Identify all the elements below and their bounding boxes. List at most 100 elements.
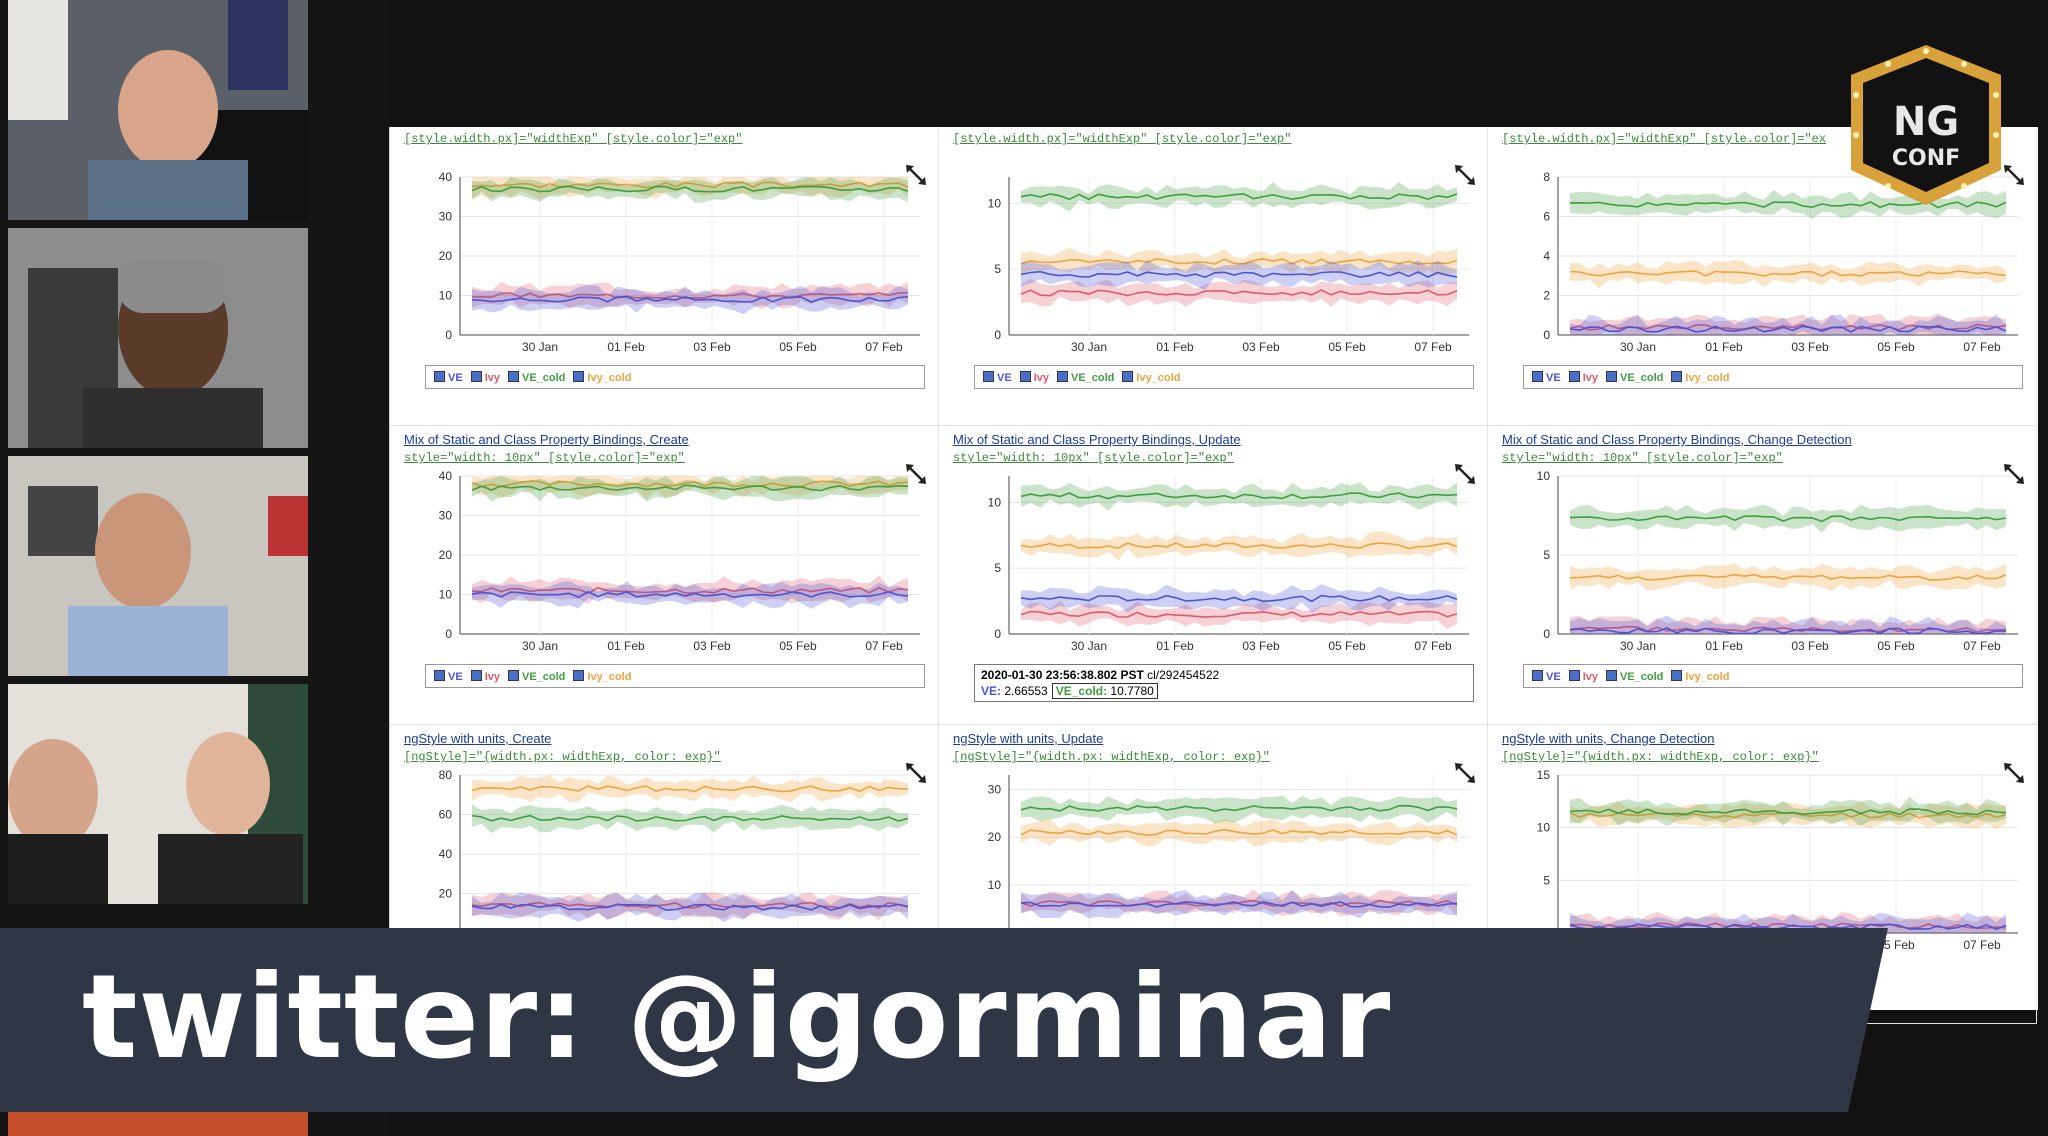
- legend-item-ivy_cold[interactable]: Ivy_cold: [1671, 371, 1729, 384]
- checkbox-icon[interactable]: [573, 670, 585, 681]
- expand-icon[interactable]: [1455, 165, 1475, 185]
- x-tick-label: 30 Jan: [1071, 340, 1107, 354]
- chart-code-link[interactable]: [style.width.px]="widthExp" [style.color…: [953, 132, 1292, 146]
- checkbox-icon[interactable]: [1671, 670, 1683, 681]
- chart-code-link[interactable]: [ngStyle]="{width.px: widthExp, color: e…: [953, 750, 1270, 764]
- chart-title-link[interactable]: Mix of Static and Class Property Binding…: [953, 432, 1241, 447]
- checkbox-icon[interactable]: [1671, 371, 1683, 382]
- x-tick-label: 01 Feb: [1156, 340, 1194, 354]
- y-tick-label: 30: [988, 782, 1002, 796]
- chart-code-link[interactable]: [ngStyle]="{width.px: widthExp, color: e…: [404, 750, 721, 764]
- expand-icon[interactable]: [906, 464, 926, 484]
- timeseries-chart: 0 10 20 30 40 30 Jan 01 Feb 03 Feb 05 Feb 07 Feb: [439, 464, 926, 653]
- participant-video-5-edge: [8, 1112, 308, 1136]
- checkbox-icon[interactable]: [434, 670, 445, 681]
- chart-title-link[interactable]: ngStyle with units, Create: [404, 731, 552, 746]
- chart-legend: VE Ivy VE_cold Ivy_cold: [425, 664, 925, 688]
- series-line-ivy_cold: [1020, 610, 1458, 618]
- legend-item-ve_cold[interactable]: VE_cold: [1605, 371, 1663, 384]
- checkbox-icon[interactable]: [573, 371, 585, 382]
- tooltip-commit: cl/292454522: [1143, 668, 1220, 682]
- chart-legend: VE Ivy VE_cold Ivy_cold: [1523, 365, 2023, 389]
- y-tick-label: 40: [439, 469, 453, 483]
- chart-title-link[interactable]: Mix of Static and Class Property Binding…: [404, 432, 689, 447]
- checkbox-icon[interactable]: [1532, 371, 1543, 382]
- legend-item-ve_cold[interactable]: VE_cold: [1605, 670, 1663, 683]
- chart-panel: [style.width.px]="widthExp" [style.color…: [390, 127, 939, 426]
- series-line-ve_cold: [471, 480, 909, 488]
- x-tick-label: 01 Feb: [1705, 340, 1743, 354]
- legend-item-ve[interactable]: VE: [434, 371, 463, 384]
- legend-item-ve[interactable]: VE: [983, 371, 1012, 384]
- chart-code-link[interactable]: [style.width.px]="widthExp" [style.color…: [1502, 132, 1827, 146]
- expand-icon[interactable]: [906, 763, 926, 783]
- checkbox-icon[interactable]: [1122, 371, 1134, 382]
- chart-code-link[interactable]: [style.width.px]="widthExp" [style.color…: [404, 132, 743, 146]
- x-tick-label: 01 Feb: [607, 639, 645, 653]
- expand-icon[interactable]: [1455, 464, 1475, 484]
- legend-item-ivy[interactable]: Ivy: [1568, 670, 1598, 683]
- checkbox-icon[interactable]: [470, 670, 482, 681]
- chart-title-link[interactable]: ngStyle with units, Change Detection: [1502, 731, 1715, 746]
- tooltip-ve-label: VE:: [981, 684, 1002, 698]
- chart-code-link[interactable]: style="width: 10px" [style.color]="exp": [404, 451, 685, 465]
- legend-item-ivy[interactable]: Ivy: [470, 670, 500, 683]
- participant-video-1: [8, 0, 308, 220]
- legend-item-ivy_cold[interactable]: Ivy_cold: [1122, 371, 1180, 384]
- legend-item-ivy[interactable]: Ivy: [1019, 371, 1049, 384]
- timeseries-chart: 0 10 20 30 40 30 Jan 01 Feb 03 Feb 05 Feb 07 Feb: [439, 165, 926, 354]
- lower-third-banner: [0, 928, 2048, 1112]
- chart-legend: VE Ivy VE_cold Ivy_cold: [425, 365, 925, 389]
- chart-code-link[interactable]: [ngStyle]="{width.px: widthExp, color: e…: [1502, 750, 1819, 764]
- checkbox-icon[interactable]: [1605, 371, 1617, 382]
- checkbox-icon[interactable]: [983, 371, 994, 382]
- expand-icon[interactable]: [2004, 763, 2024, 783]
- y-tick-label: 0: [1543, 328, 1550, 342]
- expand-icon[interactable]: [906, 165, 926, 185]
- checkbox-icon[interactable]: [1056, 371, 1068, 382]
- y-tick-label: 30: [439, 210, 453, 224]
- expand-icon[interactable]: [2004, 464, 2024, 484]
- chart-code-link[interactable]: style="width: 10px" [style.color]="exp": [1502, 451, 1783, 465]
- x-tick-label: 07 Feb: [1963, 938, 2001, 952]
- timeseries-chart: 0 2 4 6 8 30 Jan 01 Feb 03 Feb 05 Feb 07 Feb: [1543, 165, 2024, 354]
- checkbox-icon[interactable]: [1568, 371, 1580, 382]
- hover-tooltip: 2020-01-30 23:56:38.802 PST cl/292454522…: [974, 664, 1474, 702]
- checkbox-icon[interactable]: [507, 670, 519, 681]
- legend-item-ve[interactable]: VE: [1532, 670, 1561, 683]
- x-tick-label: 07 Feb: [1963, 340, 2001, 354]
- legend-item-ivy_cold[interactable]: Ivy_cold: [1671, 670, 1729, 683]
- legend-item-ve[interactable]: VE: [434, 670, 463, 683]
- series-line-ivy_cold: [1020, 289, 1458, 297]
- checkbox-icon[interactable]: [1532, 670, 1543, 681]
- series-line-ve: [1020, 492, 1458, 500]
- checkbox-icon[interactable]: [1605, 670, 1617, 681]
- chart-code-link[interactable]: style="width: 10px" [style.color]="exp": [953, 451, 1234, 465]
- checkbox-icon[interactable]: [1019, 371, 1031, 382]
- chart-legend: VE Ivy VE_cold Ivy_cold: [1523, 664, 2023, 688]
- series-line-ve: [1569, 515, 2007, 523]
- expand-icon[interactable]: [1455, 763, 1475, 783]
- legend-item-ivy_cold[interactable]: Ivy_cold: [573, 371, 631, 384]
- legend-item-ve_cold[interactable]: VE_cold: [1056, 371, 1114, 384]
- series-band-ivy: [1021, 260, 1457, 290]
- legend-item-ivy_cold[interactable]: Ivy_cold: [573, 670, 631, 683]
- expand-icon[interactable]: [2004, 165, 2024, 185]
- x-tick-label: 30 Jan: [522, 340, 558, 354]
- legend-item-ve[interactable]: VE: [1532, 371, 1561, 384]
- chart-title-link[interactable]: Mix of Static and Class Property Binding…: [1502, 432, 1852, 447]
- y-tick-label: 10: [439, 289, 453, 303]
- legend-item-ve_cold[interactable]: VE_cold: [507, 371, 565, 384]
- legend-item-ve_cold[interactable]: VE_cold: [507, 670, 565, 683]
- series-band-ve_cold: [1570, 800, 2006, 829]
- legend-item-ivy[interactable]: Ivy: [470, 371, 500, 384]
- timeseries-chart: 0 5 10 30 Jan 01 Feb 03 Feb 05 Feb 07 Feb: [988, 165, 1475, 354]
- checkbox-icon[interactable]: [470, 371, 482, 382]
- chart-title-link[interactable]: ngStyle with units, Update: [953, 731, 1104, 746]
- checkbox-icon[interactable]: [1568, 670, 1580, 681]
- legend-item-ivy[interactable]: Ivy: [1568, 371, 1598, 384]
- checkbox-icon[interactable]: [434, 371, 445, 382]
- checkbox-icon[interactable]: [507, 371, 519, 382]
- x-tick-label: 05 Feb: [779, 639, 817, 653]
